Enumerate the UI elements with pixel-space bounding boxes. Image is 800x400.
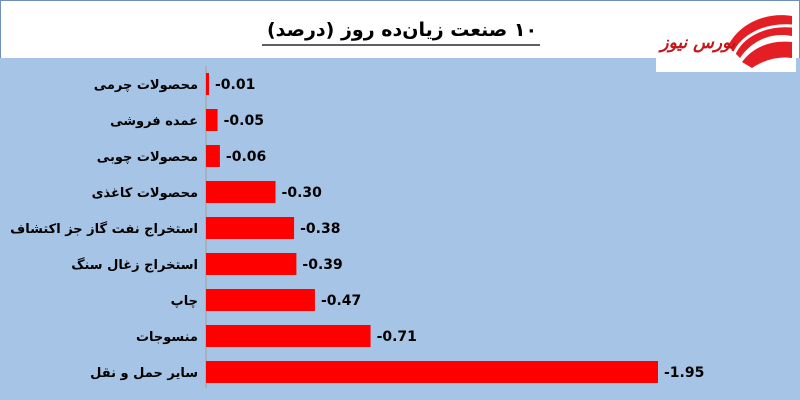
category-label-4: استخراج نفت گاز جز اکتشاف xyxy=(10,221,198,237)
bars-group xyxy=(206,73,658,383)
bar-8 xyxy=(206,361,658,383)
category-label-6: چاپ xyxy=(171,294,198,309)
chart-title-group: ۱۰ صنعت زیان‌ده روز (درصد) xyxy=(262,19,540,46)
category-label-2: محصولات چوبی xyxy=(97,150,198,165)
value-label-8: -1.95 xyxy=(664,365,704,381)
value-label-3: -0.30 xyxy=(282,185,323,201)
chart-title: ۱۰ صنعت زیان‌ده روز (درصد) xyxy=(267,19,537,41)
category-label-8: سایر حمل و نقل xyxy=(90,366,198,381)
bar-1 xyxy=(206,109,218,131)
value-label-5: -0.39 xyxy=(302,257,342,273)
bar-3 xyxy=(206,181,276,203)
bourse-news-logo: بورس نیوز xyxy=(656,8,796,72)
category-label-5: استخراج زغال سنگ xyxy=(71,257,198,273)
plot-area xyxy=(0,58,800,400)
value-label-4: -0.38 xyxy=(300,221,340,237)
category-label-3: محصولات کاغذی xyxy=(92,186,198,201)
category-label-7: منسوجات xyxy=(136,330,198,345)
bar-6 xyxy=(206,289,315,311)
category-label-0: محصولات چرمی xyxy=(94,78,198,93)
value-label-1: -0.05 xyxy=(224,113,264,129)
value-label-2: -0.06 xyxy=(226,149,266,165)
bar-4 xyxy=(206,217,295,239)
category-labels-group: محصولات چرمی عمده فروشی محصولات چوبی محصولا… xyxy=(10,78,198,381)
logo-text: بورس نیوز xyxy=(657,33,736,53)
bar-2 xyxy=(206,145,220,167)
category-label-1: عمده فروشی xyxy=(110,114,198,129)
value-label-6: -0.47 xyxy=(321,293,361,309)
bar-7 xyxy=(206,325,371,347)
value-labels-group: -0.01 -0.05 -0.06 -0.30 -0.38 -0.39 -0.47 -0.71… xyxy=(215,77,704,381)
bar-5 xyxy=(206,253,297,275)
value-label-0: -0.01 xyxy=(215,77,255,93)
bar-0 xyxy=(206,73,209,95)
value-label-7: -0.71 xyxy=(377,329,417,345)
